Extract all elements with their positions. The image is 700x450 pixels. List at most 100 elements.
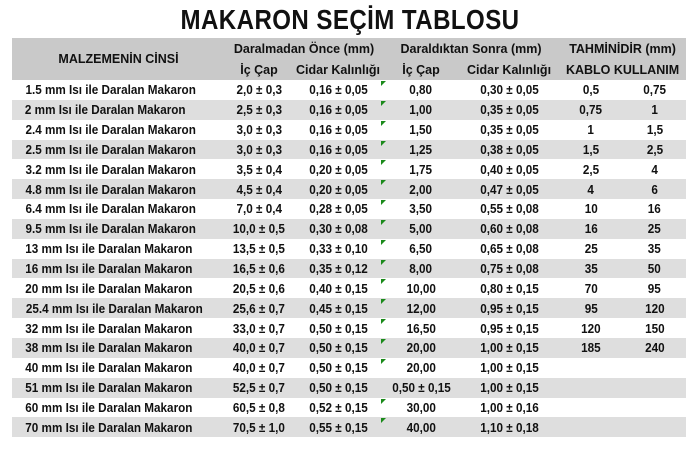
cell-inner-diameter-before: 40,0 ± 0,7: [225, 358, 293, 378]
table-row: 32 mm Isı ile Daralan Makaron 33,0 ± 0,7 0…: [12, 318, 686, 338]
table-body: 1.5 mm Isı ile Daralan Makaron 2,0 ± 0,3 0…: [12, 80, 687, 438]
cell-text: 40,0 ± 0,7: [233, 360, 285, 376]
cell-inner-diameter-after: 2,00: [381, 179, 459, 199]
cell-text: 30,00: [406, 399, 436, 415]
cell-text: 0,80 ± 0,15: [479, 280, 539, 296]
cell-cable-max: [623, 358, 686, 378]
cell-cable-min: 25: [559, 239, 623, 259]
cell-inner-diameter-before: 2,5 ± 0,3: [225, 100, 293, 120]
cell-text: 1,50: [409, 122, 433, 138]
cell-inner-diameter-after: 10,00: [381, 278, 459, 298]
cell-text: 1,00: [409, 102, 433, 118]
cell-text: 38 mm Isı ile Daralan Makaron: [25, 340, 193, 356]
cell-text: 0,40 ± 0,15: [308, 280, 368, 296]
cell-inner-diameter-before: 40,0 ± 0,7: [225, 338, 293, 358]
table-row: 16 mm Isı ile Daralan Makaron 16,5 ± 0,6 0…: [12, 258, 687, 279]
cell-text: 0,75: [643, 82, 666, 98]
cell-text: 120: [644, 300, 665, 316]
cell-text: 0,35 ± 0,12: [308, 261, 368, 277]
cell-marker-icon: [381, 279, 387, 285]
cell-text: 40,00: [406, 419, 436, 435]
cell-text: 8,00: [409, 261, 433, 277]
cell-inner-diameter-after: 0,80: [381, 80, 459, 100]
cell-text: 20,00: [406, 340, 436, 356]
header-inner-diameter-after: İç Çap: [402, 62, 440, 77]
cell-cable-max: 2,5: [623, 140, 686, 160]
cell-inner-diameter-after: 3,50: [381, 199, 459, 219]
cell-material-name: 51 mm Isı ile Daralan Makaron: [12, 378, 225, 398]
header-inner-diameter-before: İç Çap: [240, 62, 278, 77]
cell-text: 0,16 ± 0,05: [308, 122, 368, 138]
cell-marker-icon: [381, 219, 387, 225]
cell-cable-max: 95: [623, 278, 686, 298]
cell-inner-diameter-after: 20,00: [381, 358, 459, 378]
cell-wall-thickness-before: 0,55 ± 0,15: [293, 417, 383, 437]
table-row: 9.5 mm Isı ile Daralan Makaron 10,0 ± 0,5…: [12, 218, 687, 239]
cell-cable-max: 35: [623, 239, 686, 259]
cell-text: 25.4 mm Isı ile Daralan Makaron: [25, 300, 203, 316]
cell-wall-thickness-after: 1,00 ± 0,15: [459, 358, 559, 378]
cell-text: 1.5 mm Isı ile Daralan Makaron: [25, 82, 196, 98]
cell-cable-max: 6: [623, 179, 686, 199]
cell-text: 0,75: [579, 102, 603, 118]
cell-cable-max: 16: [623, 199, 686, 219]
cell-text: 13 mm Isı ile Daralan Makaron: [25, 241, 193, 257]
table-header: MALZEMENİN CİNSİ Daralmadan Önce (mm) Da…: [12, 38, 687, 80]
cell-wall-thickness-before: 0,50 ± 0,15: [293, 378, 383, 398]
cell-wall-thickness-after: 0,60 ± 0,08: [459, 219, 559, 239]
cell-text: 9.5 mm Isı ile Daralan Makaron: [25, 221, 196, 237]
cell-text: 0,45 ± 0,15: [308, 300, 368, 316]
cell-text: 0,50 ± 0,15: [308, 380, 368, 396]
cell-text: 25: [648, 221, 662, 237]
cell-inner-diameter-before: 70,5 ± 1,0: [225, 417, 293, 437]
cell-material-name: 40 mm Isı ile Daralan Makaron: [12, 358, 225, 378]
cell-marker-icon: [381, 259, 387, 265]
cell-text: 1,75: [409, 161, 433, 177]
cell-text: 3,5 ± 0,4: [236, 161, 282, 177]
cell-inner-diameter-after: 0,50 ± 0,15: [383, 378, 459, 398]
cell-cable-max: 1,5: [623, 120, 686, 140]
cell-material-name: 13 mm Isı ile Daralan Makaron: [12, 239, 225, 259]
cell-text: 120: [581, 320, 601, 336]
cell-material-name: 2.4 mm Isı ile Daralan Makaron: [12, 120, 225, 140]
cell-cable-min: 120: [559, 318, 623, 338]
cell-inner-diameter-after: 20,00: [381, 338, 459, 358]
cell-text: 1,00 ± 0,16: [479, 399, 539, 415]
cell-text: 60,5 ± 0,8: [233, 399, 285, 415]
cell-text: 40 mm Isı ile Daralan Makaron: [25, 360, 193, 376]
cell-text: 1,5: [582, 141, 600, 157]
cell-text: 0,55 ± 0,08: [479, 201, 539, 217]
cell-text: 52,5 ± 0,7: [233, 380, 285, 396]
cell-text: 13,5 ± 0,5: [233, 241, 285, 257]
cell-text: 0,30 ± 0,08: [308, 221, 368, 237]
cell-text: 20,5 ± 0,6: [233, 280, 285, 296]
cell-cable-min: 95: [559, 298, 623, 318]
cell-text: 2,0 ± 0,3: [236, 82, 282, 98]
cell-text: 0,16 ± 0,05: [308, 82, 368, 98]
cell-text: 0,60 ± 0,08: [479, 221, 539, 237]
cell-wall-thickness-before: 0,50 ± 0,15: [293, 318, 383, 338]
cell-marker-icon: [381, 180, 387, 186]
cell-text: 7,0 ± 0,4: [236, 201, 282, 217]
cell-cable-max: 1: [623, 100, 686, 120]
cell-text: 0,33 ± 0,10: [308, 241, 368, 257]
cell-material-name: 2 mm Isı ile Daralan Makaron: [12, 100, 225, 120]
cell-text: 95: [648, 280, 662, 296]
cell-text: 0,40 ± 0,05: [479, 161, 539, 177]
cell-material-name: 4.8 mm Isı ile Daralan Makaron: [12, 179, 225, 199]
cell-wall-thickness-before: 0,16 ± 0,05: [293, 100, 383, 120]
cell-text: 25,6 ± 0,7: [233, 300, 285, 316]
table-row: 3.2 mm Isı ile Daralan Makaron 3,5 ± 0,4 0…: [12, 159, 686, 179]
cell-inner-diameter-before: 3,5 ± 0,4: [225, 159, 293, 179]
cell-text: 1,10 ± 0,18: [479, 419, 539, 435]
cell-text: 1,25: [409, 141, 433, 157]
table-row: 40 mm Isı ile Daralan Makaron 40,0 ± 0,7 0…: [12, 358, 686, 378]
cell-wall-thickness-before: 0,20 ± 0,05: [293, 159, 383, 179]
cell-material-name: 20 mm Isı ile Daralan Makaron: [12, 278, 225, 298]
table-row: 2.5 mm Isı ile Daralan Makaron 3,0 ± 0,3 0…: [12, 139, 687, 160]
cell-text: 70,5 ± 1,0: [233, 419, 285, 435]
cell-wall-thickness-after: 0,30 ± 0,05: [459, 80, 559, 100]
cell-inner-diameter-before: 52,5 ± 0,7: [225, 378, 293, 398]
cell-text: 25: [584, 241, 598, 257]
cell-text: 0,95 ± 0,15: [479, 300, 539, 316]
